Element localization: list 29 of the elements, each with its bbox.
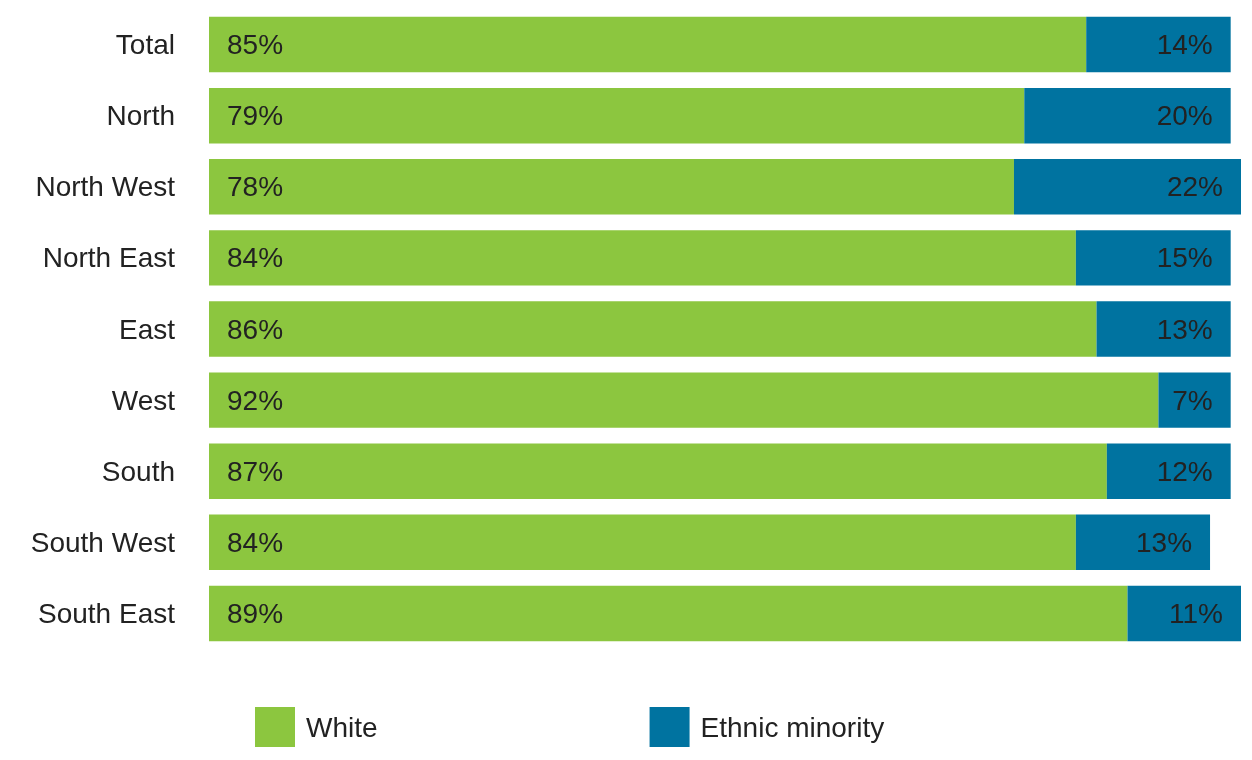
data-label: 11% [1169,597,1223,629]
data-label: 87% [227,455,284,487]
data-label: 84% [227,526,284,558]
data-label: 79% [227,100,284,132]
y-tick-label: East [118,313,176,345]
data-label: 84% [227,242,284,274]
data-label: 13% [1156,313,1213,345]
data-label: 92% [227,384,284,416]
y-tick-label: South East [38,597,176,629]
data-label: 78% [227,171,284,203]
data-label: 22% [1166,171,1223,203]
data-label: 12% [1156,455,1213,487]
data-label: 14% [1156,29,1213,61]
y-tick-label: South West [30,526,176,558]
data-label: 13% [1135,526,1193,558]
data-label: 15% [1156,242,1213,274]
y-tick-label: North [106,100,175,132]
y-tick-label: South [101,455,175,487]
legend-label: Ethnic minority [700,711,885,743]
data-label: 7% [1172,384,1213,416]
data-label: 85% [227,29,284,61]
y-tick-label: Total [115,29,175,61]
legend-label: White [306,711,378,743]
data-label: 86% [227,313,284,345]
y-tick-label: North East [42,242,176,274]
data-label: 20% [1156,100,1213,132]
y-tick-label: West [111,384,176,416]
y-tick-label: North West [35,171,176,203]
data-label: 89% [227,597,284,629]
